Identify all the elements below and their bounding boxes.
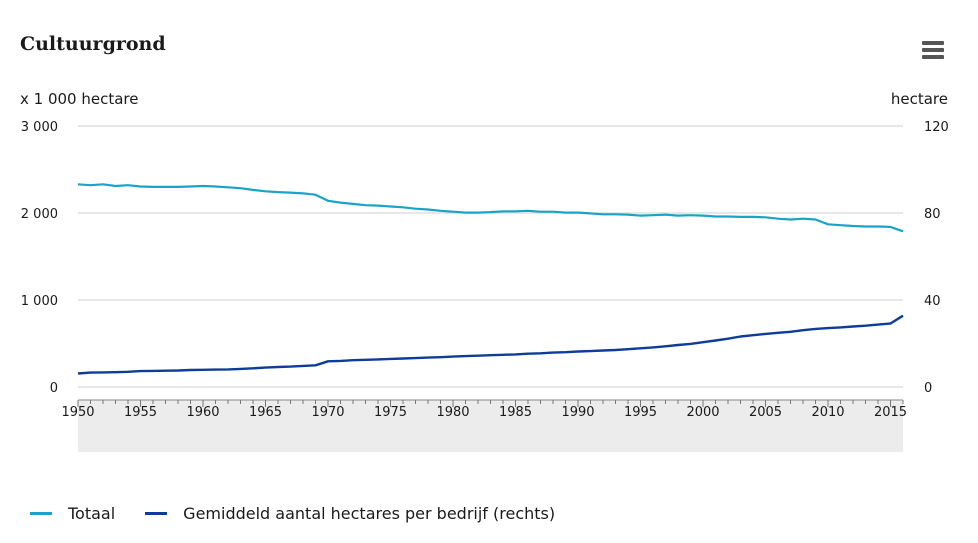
legend-swatch: [145, 512, 168, 515]
y-tick-label-right: 0: [924, 381, 932, 396]
x-tick-label: 2005: [749, 405, 782, 420]
legend: Totaal Gemiddeld aantal hectares per bed…: [30, 504, 585, 523]
x-tick-label: 2010: [811, 405, 844, 420]
y-tick-label-left: 0: [50, 381, 58, 396]
legend-swatch: [30, 512, 52, 515]
y-tick-label-left: 1 000: [21, 294, 58, 309]
x-tick-label: 1950: [61, 405, 94, 420]
y-tick-label-left: 2 000: [21, 207, 58, 222]
menu-bar: [922, 55, 944, 59]
series-line-totaal: [77, 183, 904, 233]
left-axis-label: x 1 000 hectare: [20, 90, 139, 108]
legend-label: Totaal: [68, 504, 116, 523]
menu-bar: [922, 41, 944, 45]
y-tick-label-right: 40: [924, 294, 941, 309]
x-tick-label: 1975: [374, 405, 407, 420]
chart-title: Cultuurgrond: [20, 33, 166, 55]
legend-item-totaal[interactable]: Totaal: [30, 504, 115, 523]
y-tick-label-right: 80: [924, 207, 941, 222]
right-axis-label: hectare: [890, 90, 948, 108]
y-tick-label-right: 120: [924, 120, 949, 135]
x-tick-label: 1995: [624, 405, 657, 420]
x-tick-label: 2015: [874, 405, 907, 420]
x-tick-label: 1980: [436, 405, 469, 420]
x-tick-label: 1960: [186, 405, 219, 420]
series-line-gemiddeld: [77, 314, 904, 375]
x-axis-band: [78, 400, 903, 452]
menu-bar: [922, 48, 944, 52]
x-tick-label: 1965: [249, 405, 282, 420]
legend-label: Gemiddeld aantal hectares per bedrijf (r…: [183, 504, 556, 523]
x-tick-label: 1990: [561, 405, 594, 420]
x-tick-label: 1955: [124, 405, 157, 420]
legend-item-gemiddeld[interactable]: Gemiddeld aantal hectares per bedrijf (r…: [145, 504, 555, 523]
x-tick-label: 1970: [311, 405, 344, 420]
x-tick-label: 2000: [686, 405, 719, 420]
y-tick-label-left: 3 000: [21, 120, 58, 135]
x-tick-label: 1985: [499, 405, 532, 420]
hamburger-menu-icon[interactable]: [922, 41, 944, 59]
